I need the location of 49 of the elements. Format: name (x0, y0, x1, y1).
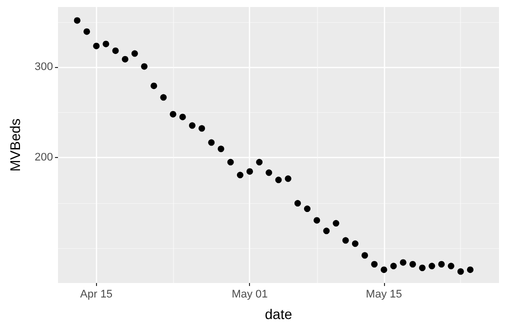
point (256, 158, 263, 166)
x-tick-label: May 01 (232, 288, 268, 300)
point (112, 47, 119, 54)
point (448, 262, 454, 270)
point (122, 56, 128, 62)
point (236, 172, 244, 178)
point (188, 122, 196, 129)
point (342, 237, 349, 244)
point (141, 63, 148, 70)
point (352, 240, 358, 247)
point (208, 139, 215, 146)
point (131, 50, 138, 57)
point (332, 220, 340, 227)
point (294, 200, 301, 207)
y-tick-label: 200 (34, 152, 53, 164)
point (314, 217, 320, 224)
point (160, 94, 167, 101)
y-axis-title: MVBeds (7, 118, 23, 172)
point (371, 261, 378, 268)
x-tick-label: May 15 (366, 288, 402, 300)
point (390, 262, 397, 270)
point (409, 261, 416, 268)
point (266, 169, 272, 176)
point (102, 40, 110, 48)
point (218, 146, 224, 152)
point (93, 42, 100, 50)
point (198, 125, 206, 132)
point (74, 17, 80, 24)
point (362, 252, 368, 259)
point (150, 82, 158, 90)
x-tick-label: Apr 15 (80, 288, 113, 300)
point (419, 264, 426, 272)
point (275, 176, 282, 184)
point (466, 266, 474, 273)
point (380, 266, 388, 273)
point (179, 114, 186, 120)
point (400, 259, 406, 266)
point (246, 168, 253, 175)
point (438, 261, 445, 268)
point (284, 175, 292, 182)
point (170, 110, 176, 118)
point (457, 268, 464, 275)
point (84, 28, 90, 35)
y-tick-label: 300 (34, 61, 53, 74)
point (227, 158, 234, 166)
x-axis-title: date (264, 306, 292, 322)
point (428, 262, 436, 270)
point (323, 228, 330, 234)
point (304, 206, 311, 212)
